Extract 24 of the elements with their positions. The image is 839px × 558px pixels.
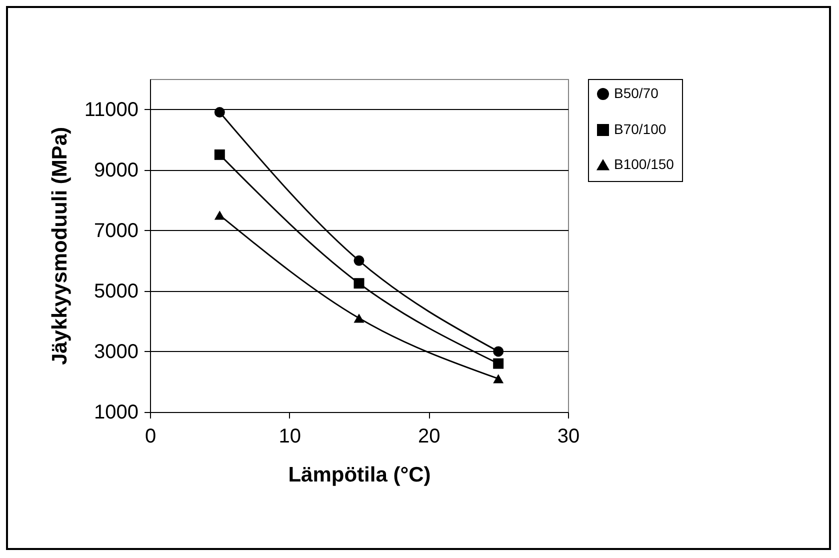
y-tick-label: 7000 bbox=[94, 220, 138, 242]
legend-label: B100/150 bbox=[614, 156, 674, 172]
point bbox=[214, 210, 225, 220]
y-tick-label: 9000 bbox=[94, 159, 138, 182]
x-tick-label: 20 bbox=[418, 426, 440, 448]
point bbox=[493, 346, 504, 357]
x-tick-label: 30 bbox=[557, 426, 580, 448]
point bbox=[493, 358, 504, 369]
y-axis-title: Jäykkyysmoduuli (MPa) bbox=[48, 126, 72, 366]
legend-label: B50/70 bbox=[614, 85, 659, 101]
point bbox=[214, 107, 225, 118]
point bbox=[214, 149, 225, 160]
x-tick-label: 0 bbox=[144, 426, 156, 448]
point bbox=[354, 278, 364, 289]
y-tick-label: 11000 bbox=[84, 98, 138, 121]
point bbox=[493, 374, 504, 384]
x-tick-label: 10 bbox=[278, 426, 301, 448]
legend-label: B70/100 bbox=[614, 121, 666, 137]
y-tick-label: 1000 bbox=[94, 402, 138, 424]
y-tick-label: 3000 bbox=[94, 340, 138, 363]
y-tick-label: 5000 bbox=[94, 280, 138, 302]
x-axis-title: Lämpötila (°C) bbox=[288, 464, 431, 486]
point bbox=[354, 314, 364, 323]
point bbox=[354, 255, 364, 266]
